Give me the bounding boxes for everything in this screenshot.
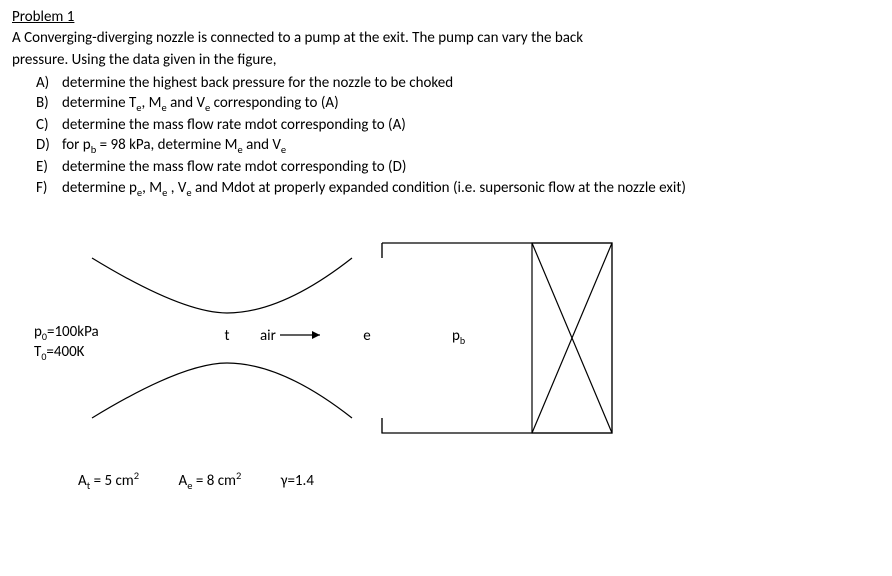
- air-arrow-head: [312, 331, 320, 339]
- figure-parameters: At = 5 cm2 Ae = 8 cm2 γ=1.4: [22, 469, 880, 492]
- question-list: A) determine the highest back pressure f…: [36, 73, 880, 200]
- nozzle-lower-curve: [92, 363, 352, 418]
- item-c-text: determine the mass flow rate mdot corres…: [62, 115, 880, 135]
- p0-label: p0=100kPa: [34, 323, 99, 343]
- item-d-text: for pb = 98 kPa, determine Me and Ve: [62, 135, 880, 157]
- item-d-marker: D): [36, 135, 62, 157]
- gamma-label: γ=1.4: [281, 472, 314, 490]
- T0-label: T0=400K: [34, 343, 85, 363]
- item-b-text: determine Te, Me and Ve corresponding to…: [62, 93, 880, 115]
- nozzle-upper-curve: [92, 258, 352, 313]
- item-a-text: determine the highest back pressure for …: [62, 73, 880, 93]
- item-b: B) determine Te, Me and Ve corresponding…: [36, 93, 880, 115]
- exit-label: e: [363, 327, 370, 345]
- Ae-label: Ae = 8 cm2: [179, 472, 242, 490]
- item-f-text: determine pe, Me , Ve and Mdot at proper…: [62, 178, 880, 200]
- item-e: E) determine the mass flow rate mdot cor…: [36, 157, 880, 177]
- figure: p0=100kPa T0=400K t air e pb At = 5 cm2 …: [12, 218, 880, 492]
- nozzle-diagram: p0=100kPa T0=400K t air e pb: [22, 218, 622, 448]
- item-d: D) for pb = 98 kPa, determine Me and Ve: [36, 135, 880, 157]
- chamber-outline: [382, 243, 612, 433]
- item-f-marker: F): [36, 178, 62, 200]
- item-a: A) determine the highest back pressure f…: [36, 73, 880, 93]
- item-c: C) determine the mass flow rate mdot cor…: [36, 115, 880, 135]
- item-e-marker: E): [36, 157, 62, 177]
- item-c-marker: C): [36, 115, 62, 135]
- item-e-text: determine the mass flow rate mdot corres…: [62, 157, 880, 177]
- problem-title: Problem 1: [12, 8, 880, 26]
- intro-line-2: pressure. Using the data given in the fi…: [12, 50, 880, 70]
- throat-label: t: [224, 327, 229, 345]
- intro-line-1: A Converging-diverging nozzle is connect…: [12, 28, 880, 48]
- item-a-marker: A): [36, 73, 62, 93]
- At-label: At = 5 cm2: [78, 472, 139, 490]
- item-f: F) determine pe, Me , Ve and Mdot at pro…: [36, 178, 880, 200]
- item-b-marker: B): [36, 93, 62, 115]
- air-label: air: [260, 327, 276, 345]
- pb-label: pb: [452, 327, 465, 347]
